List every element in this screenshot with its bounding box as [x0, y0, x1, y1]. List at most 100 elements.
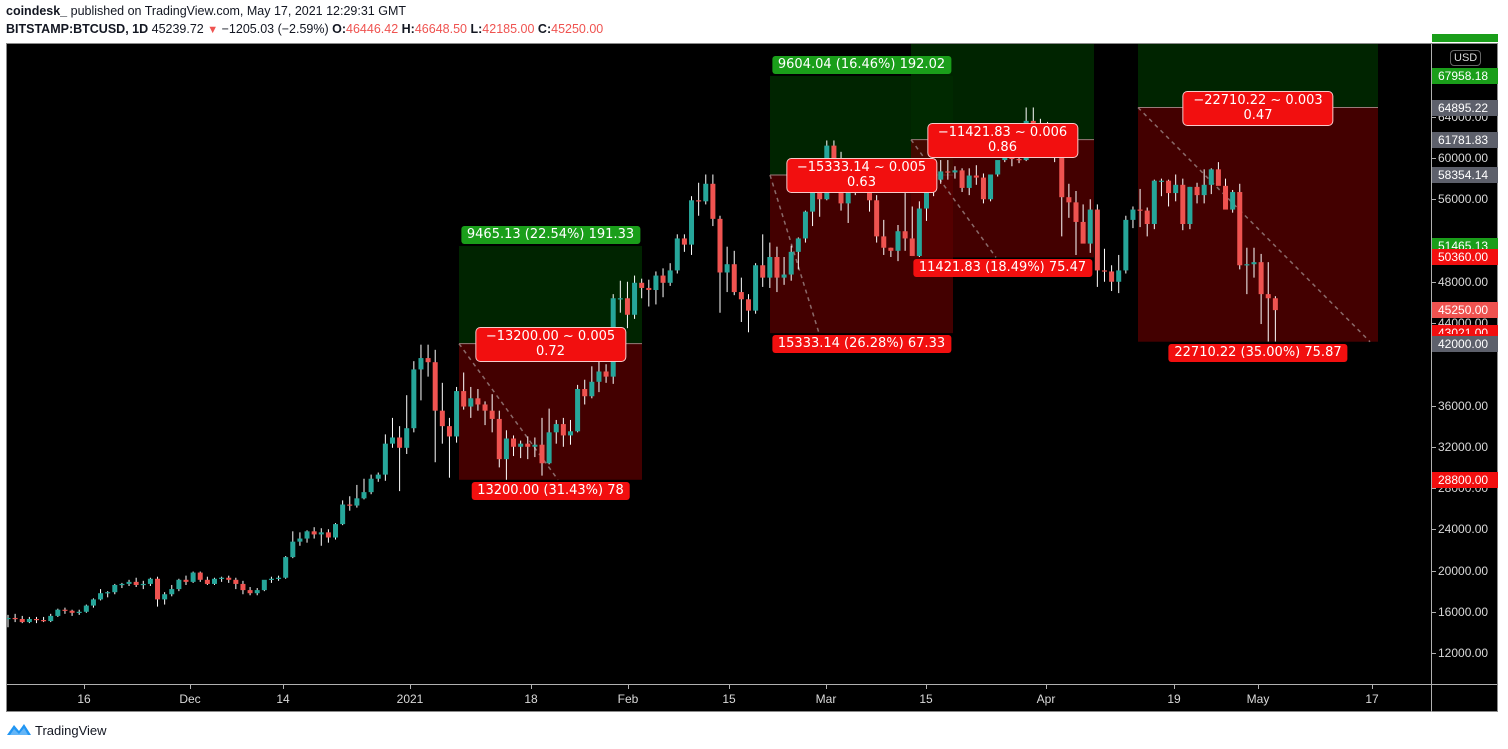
candle-down [1080, 221, 1086, 244]
candlestick-chart [7, 44, 1378, 628]
candle-up [219, 577, 225, 579]
short-position-mar-ratio-label: −11421.83 ~ 0.006 0.86 [926, 122, 1079, 158]
candle-up [333, 524, 339, 538]
candle-down [183, 579, 189, 582]
candle-up [454, 391, 460, 437]
price-tick-mark [1432, 405, 1436, 407]
candle-up [667, 270, 673, 283]
price-tick-label: 60000.00 [1438, 151, 1489, 165]
candle-up [1123, 219, 1129, 271]
time-tick-label: 18 [524, 692, 538, 706]
candle-up [503, 438, 509, 460]
price-tag-red: 28800.00 [1432, 471, 1498, 488]
candle-down [12, 617, 18, 620]
price-tick-label: 36000.00 [1438, 398, 1489, 413]
price-tick-label: 12000.00 [1438, 646, 1489, 661]
price-tick-label: 20000.00 [1438, 563, 1489, 578]
candle-up [703, 183, 709, 202]
candle-down [624, 298, 630, 315]
short-position-apr-target-zone [1138, 107, 1378, 342]
candle-up [589, 381, 595, 397]
time-tick-mark [826, 685, 827, 689]
time-tick-label: 17 [1365, 692, 1379, 706]
candle-up [361, 492, 367, 499]
candle-down [397, 437, 403, 448]
candle-down [1223, 185, 1229, 210]
ratio-line-1: −11421.83 ~ 0.006 [937, 124, 1068, 140]
candle-down [489, 410, 495, 419]
candle-up [468, 398, 474, 407]
candle-up [1201, 184, 1207, 196]
candle-up [290, 541, 296, 558]
time-axis[interactable]: 16 Dec 14 2021 18 Feb 15 Mar 15 Apr 19 May 17 [7, 684, 1497, 712]
publish-text: published on TradingView.com, May 17, 20… [67, 4, 407, 18]
candle-down [539, 444, 545, 464]
candle-up [632, 282, 638, 315]
candle-down [1272, 298, 1278, 311]
candle-down [696, 200, 702, 202]
candle-down [432, 362, 438, 411]
candle-down [945, 171, 951, 173]
candle-up [147, 578, 153, 584]
candle-up [788, 251, 794, 275]
currency-badge[interactable]: USD [1450, 50, 1482, 66]
candle-down [496, 418, 502, 460]
time-tick-mark [84, 685, 85, 689]
price-axis[interactable]: USD 64000.00 60000.00 56000.00 48000.00 4400… [1431, 34, 1498, 684]
tradingview-logo-icon[interactable] [6, 721, 32, 740]
candle-up [1230, 192, 1236, 210]
candle-up [169, 589, 175, 595]
tradingview-brand[interactable]: TradingView [35, 723, 107, 738]
time-tick-label: Apr [1036, 692, 1056, 706]
short-position-feb-target-label: 15333.14 (26.28%) 67.33 [771, 335, 952, 354]
time-tick-mark [926, 685, 927, 689]
candle-down [311, 531, 317, 535]
candle-down [774, 257, 780, 278]
time-tick-mark [283, 685, 284, 689]
candle-up [553, 424, 559, 433]
price-tick-label: 16000.00 [1438, 604, 1489, 619]
candle-up [674, 238, 680, 271]
candle-up [567, 431, 573, 436]
candle-up [26, 618, 32, 623]
candle-up [1116, 270, 1122, 282]
price-tick-mark [1432, 158, 1436, 159]
ratio-line-2: 0.72 [536, 343, 565, 359]
time-tick-mark [628, 685, 629, 689]
time-tick-label: 14 [276, 692, 290, 706]
candle-up [211, 578, 217, 584]
price-tag-gray: 61781.83 [1432, 131, 1498, 148]
close-label: C: [537, 22, 552, 36]
candle-up [1087, 209, 1093, 244]
candle-down [461, 391, 467, 407]
candle-up [653, 275, 659, 291]
candle-up [1158, 180, 1164, 182]
publisher-name[interactable]: coindesk_ [6, 4, 68, 18]
candle-up [952, 170, 958, 173]
candle-down [155, 578, 161, 600]
candle-down [1101, 270, 1107, 272]
candle-up [1208, 169, 1214, 185]
time-tick-mark [531, 685, 532, 689]
price-tick-label: 48000.00 [1438, 274, 1489, 289]
candle-down [660, 275, 666, 283]
candle-up [810, 186, 816, 212]
time-tick-mark [1372, 685, 1373, 689]
candle-down [710, 183, 716, 219]
candle-down [240, 583, 246, 591]
price-tag-gray: 58354.14 [1432, 166, 1498, 183]
candle-down [1258, 262, 1264, 295]
candle-down [1094, 209, 1100, 271]
short-position-apr-ratio-label: −22710.22 ~ 0.003 0.47 [1182, 90, 1334, 126]
candle-up [354, 498, 360, 506]
short-position-jan-stop-label: 9465.13 (22.54%) 191.33 [460, 226, 641, 245]
candle-up [532, 444, 538, 447]
candle-down [731, 264, 737, 293]
candle-up [923, 191, 929, 209]
candle-up [297, 538, 303, 542]
candle-up [90, 599, 96, 606]
candle-up [995, 160, 1001, 175]
price-tick-mark [1432, 570, 1436, 572]
chart-plot-area[interactable]: 9465.13 (22.54%) 191.33 13200.00 (31.43%)… [7, 44, 1431, 684]
ratio-line-1: −15333.14 ~ 0.005 [796, 159, 927, 175]
